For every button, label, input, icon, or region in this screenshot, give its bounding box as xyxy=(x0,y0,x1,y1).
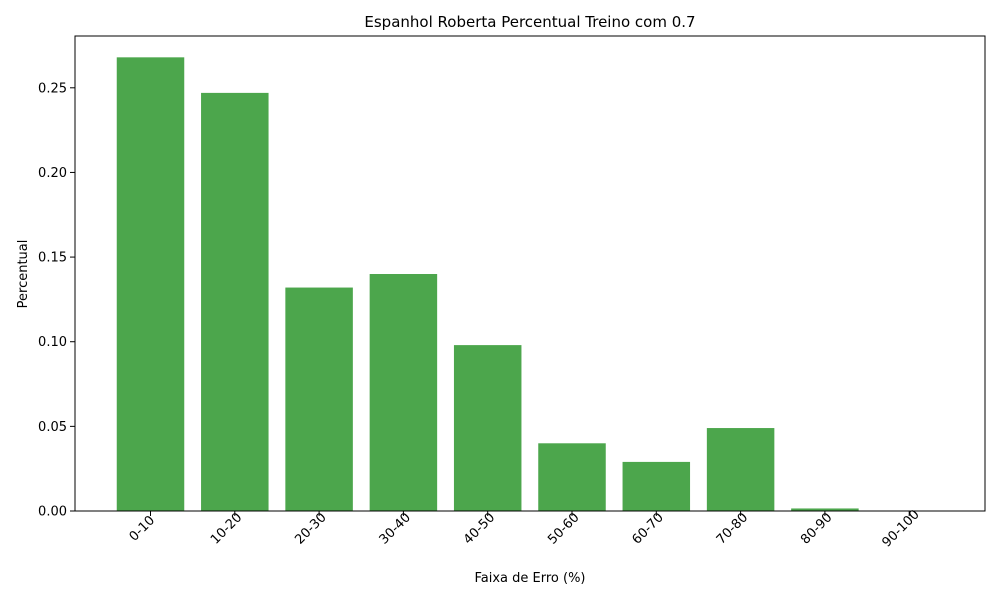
bar-50-60 xyxy=(538,443,606,511)
x-tick-label: 60-70 xyxy=(630,510,667,547)
x-tick-label: 30-40 xyxy=(377,510,414,547)
bar-0-10 xyxy=(116,57,185,511)
y-axis-label: Percentual xyxy=(16,240,31,309)
y-axis: 0.00 0.05 0.10 0.15 0.20 0.25 xyxy=(38,81,75,520)
bar-30-40 xyxy=(369,274,438,511)
bar-10-20 xyxy=(201,92,269,511)
x-tick-label: 20-30 xyxy=(292,510,329,547)
x-tick-label: 0-10 xyxy=(127,513,158,544)
y-tick-label: 0.15 xyxy=(38,251,67,266)
bar-40-50 xyxy=(453,345,522,511)
y-tick-label: 0.00 xyxy=(38,505,67,520)
x-axis: 0-10 10-20 20-30 30-40 40-50 50-60 60-70 70-80 8… xyxy=(127,507,923,550)
y-tick-label: 0.05 xyxy=(38,420,67,435)
bars-group xyxy=(116,57,859,511)
bar-20-30 xyxy=(285,287,353,511)
bar-70-80 xyxy=(706,428,775,511)
chart-title: Espanhol Roberta Percentual Treino com 0… xyxy=(364,13,695,31)
x-tick-label: 40-50 xyxy=(461,510,498,547)
y-tick-label: 0.10 xyxy=(38,335,67,350)
plot-frame xyxy=(74,35,986,512)
x-tick-label: 70-80 xyxy=(714,510,751,547)
bar-60-70 xyxy=(622,461,691,511)
x-tick-label: 50-60 xyxy=(545,510,582,547)
x-tick-label: 10-20 xyxy=(208,510,245,547)
y-tick-label: 0.20 xyxy=(38,166,67,181)
x-axis-label: Faixa de Erro (%) xyxy=(474,571,585,586)
x-tick-label: 80-90 xyxy=(798,510,835,547)
bar-80-90 xyxy=(791,508,859,511)
x-tick-label: 90-100 xyxy=(879,507,922,550)
y-tick-label: 0.25 xyxy=(38,81,67,96)
